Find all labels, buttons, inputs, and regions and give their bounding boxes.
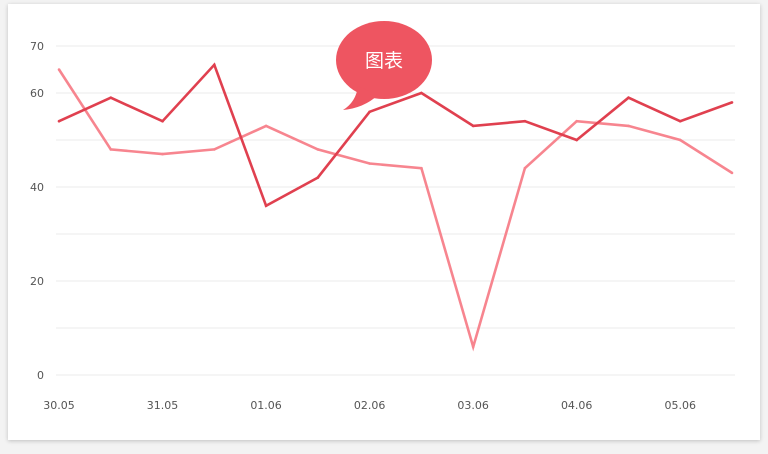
data-point	[523, 119, 527, 123]
data-point	[575, 138, 578, 142]
data-point	[471, 124, 475, 128]
data-point	[316, 148, 320, 151]
speech-bubble-icon: 图表	[336, 21, 432, 110]
data-point	[575, 119, 578, 123]
data-point	[368, 110, 371, 114]
x-tick-label: 31.05	[147, 399, 179, 412]
x-tick-label: 02.06	[354, 399, 386, 412]
y-tick-label: 20	[30, 275, 44, 288]
data-point	[730, 101, 734, 104]
data-point	[57, 119, 61, 123]
data-point	[627, 124, 630, 128]
x-tick-label: 04.06	[561, 399, 593, 412]
data-point	[471, 345, 475, 349]
data-point	[213, 63, 216, 67]
x-tick-label: 30.05	[43, 399, 75, 412]
data-point	[264, 204, 268, 208]
data-point	[264, 124, 268, 128]
y-tick-label: 40	[30, 181, 44, 194]
data-point	[161, 152, 164, 156]
chart-card: 0 20 40 60 70 30.05 31.05 01.06 02.06 03.06 04.06 0…	[8, 4, 760, 440]
y-tick-label: 0	[37, 369, 44, 382]
data-point	[368, 162, 371, 165]
data-point	[678, 138, 682, 142]
y-tick-label: 70	[30, 40, 44, 53]
bubble-body	[336, 21, 432, 99]
data-point	[57, 68, 61, 71]
x-tick-label: 01.06	[250, 399, 282, 412]
series-line-1	[57, 68, 733, 352]
data-point	[109, 96, 113, 99]
y-tick-label: 60	[30, 87, 44, 100]
data-point	[213, 148, 216, 151]
line-chart: 0 20 40 60 70 30.05 31.05 01.06 02.06 03.06 04.06 0…	[30, 21, 735, 412]
data-point	[109, 148, 113, 151]
data-point	[161, 119, 164, 123]
bubble-tail	[343, 86, 378, 110]
data-point	[678, 119, 682, 123]
data-point	[730, 171, 734, 175]
badge-label: 图表	[365, 50, 403, 72]
data-point	[420, 91, 423, 95]
data-point	[420, 166, 423, 170]
x-tick-label: 03.06	[457, 399, 489, 412]
data-point	[523, 166, 527, 170]
x-tick-label: 05.06	[664, 399, 696, 412]
data-point	[316, 176, 320, 179]
series-line-2	[58, 62, 733, 208]
data-point	[627, 96, 630, 99]
